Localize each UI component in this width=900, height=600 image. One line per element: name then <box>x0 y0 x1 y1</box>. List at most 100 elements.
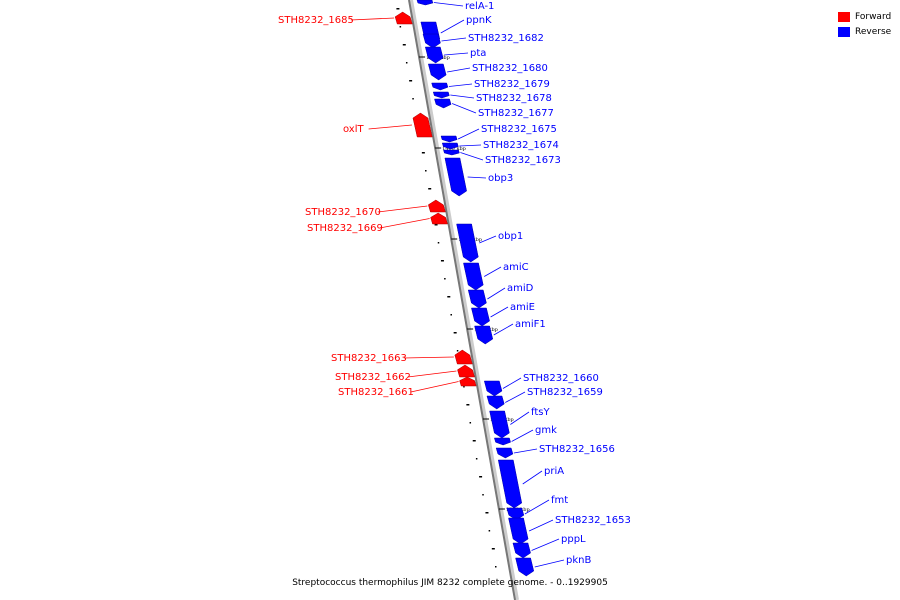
gene-sth8232-1670-forward[interactable] <box>428 199 446 213</box>
gene-rela-1-reverse[interactable] <box>416 0 434 6</box>
gene-label-gmk[interactable]: gmk <box>535 425 557 436</box>
gene-sth8232-1680-reverse[interactable] <box>427 63 447 81</box>
label-connector <box>350 17 395 21</box>
gene-sth8232-1682-reverse[interactable] <box>422 33 441 49</box>
genome-backbone <box>408 0 516 600</box>
gene-sth8232-1675-reverse[interactable] <box>440 135 458 143</box>
gene-label-pknb[interactable]: pknB <box>566 555 591 566</box>
gene-label-pria[interactable]: priA <box>544 466 564 477</box>
gene-label-sth8232-1678[interactable]: STH8232_1678 <box>476 93 552 104</box>
gene-amid-reverse[interactable] <box>467 289 487 309</box>
gene-label-sth8232-1677[interactable]: STH8232_1677 <box>478 108 554 119</box>
label-connector <box>451 103 477 114</box>
gene-sth8232-1685-forward[interactable] <box>394 11 413 25</box>
ruler-tick-label: 1400 kbp <box>442 146 466 152</box>
gene-fmt-reverse[interactable] <box>506 507 525 521</box>
gene-sth8232-1661-forward[interactable] <box>459 376 477 387</box>
gene-label-sth8232-1679[interactable]: STH8232_1679 <box>474 79 550 90</box>
scale-dot <box>409 80 413 82</box>
gene-amif1-reverse[interactable] <box>474 325 494 345</box>
gene-sth8232-1677-reverse[interactable] <box>434 98 452 109</box>
gene-label-sth8232-1660[interactable]: STH8232_1660 <box>523 373 599 384</box>
gene-pta-reverse[interactable] <box>424 46 444 64</box>
gene-pknb-reverse[interactable] <box>515 557 535 577</box>
gene-sth8232-1663-forward[interactable] <box>454 349 473 365</box>
gene-label-ppnk[interactable]: ppnK <box>466 15 492 26</box>
scale-dot <box>421 152 425 154</box>
gene-label-sth8232-1680[interactable]: STH8232_1680 <box>472 63 548 74</box>
label-connector <box>505 391 526 403</box>
legend-reverse: Reverse <box>838 24 891 39</box>
scale-dot <box>485 512 489 514</box>
gene-sth8232-1678-reverse[interactable] <box>432 91 450 99</box>
gene-gmk-reverse[interactable] <box>494 437 511 446</box>
gene-label-sth8232-1682[interactable]: STH8232_1682 <box>468 33 544 44</box>
gene-label-ftsy[interactable]: ftsY <box>531 407 550 418</box>
gene-label-sth8232-1653[interactable]: STH8232_1653 <box>555 515 631 526</box>
label-connector <box>522 470 543 485</box>
label-connector <box>484 266 502 277</box>
scale-dot <box>479 476 483 478</box>
gene-sth8232-1662-forward[interactable] <box>457 364 475 378</box>
gene-amie-reverse[interactable] <box>471 307 490 327</box>
gene-sth8232-1660-reverse[interactable] <box>483 380 503 397</box>
gene-sth8232-1653-reverse[interactable] <box>508 517 529 545</box>
label-connector <box>502 377 522 389</box>
gene-label-obp3[interactable]: obp3 <box>488 173 513 184</box>
gene-label-sth8232-1656[interactable]: STH8232_1656 <box>539 444 615 455</box>
gene-label-fmt[interactable]: fmt <box>551 495 568 506</box>
gene-label-sth8232-1685[interactable]: STH8232_1685 <box>278 15 354 26</box>
label-connector <box>493 323 514 336</box>
label-connector <box>490 306 509 318</box>
scale-dot <box>440 260 444 262</box>
gene-label-sth8232-1669[interactable]: STH8232_1669 <box>307 223 383 234</box>
gene-sth8232-1656-reverse[interactable] <box>495 447 514 459</box>
map-caption: Streptococcus thermophilus JIM 8232 comp… <box>292 578 608 588</box>
scale-dot <box>396 8 400 10</box>
gene-label-sth8232-1675[interactable]: STH8232_1675 <box>481 124 557 135</box>
gene-oxlt-forward[interactable] <box>412 112 433 138</box>
label-connector <box>479 235 497 244</box>
gene-obp3-reverse[interactable] <box>444 157 467 197</box>
gene-label-sth8232-1663[interactable]: STH8232_1663 <box>331 353 407 364</box>
gene-label-sth8232-1670[interactable]: STH8232_1670 <box>305 207 381 218</box>
legend: Forward Reverse <box>838 9 891 39</box>
scale-dot <box>494 566 497 568</box>
gene-label-amif1[interactable]: amiF1 <box>515 319 546 330</box>
gene-label-sth8232-1673[interactable]: STH8232_1673 <box>485 155 561 166</box>
gene-label-obp1[interactable]: obp1 <box>498 231 523 242</box>
label-connector <box>460 152 484 161</box>
gene-sth8232-1669-forward[interactable] <box>430 212 448 225</box>
gene-label-pta[interactable]: pta <box>470 48 486 59</box>
label-connector <box>441 37 467 42</box>
gene-pria-reverse[interactable] <box>497 459 523 509</box>
gene-label-sth8232-1662[interactable]: STH8232_1662 <box>335 372 411 383</box>
gene-amic-reverse[interactable] <box>463 262 484 291</box>
gene-label-rela-1[interactable]: relA-1 <box>465 1 494 12</box>
gene-label-oxlt[interactable]: oxlT <box>343 124 365 135</box>
scale-dot <box>412 98 414 100</box>
gene-sth8232-1673-reverse[interactable] <box>443 149 460 156</box>
scale-dot <box>466 404 470 406</box>
label-connector <box>377 205 428 213</box>
reverse-swatch <box>838 26 850 37</box>
gene-obp1-reverse[interactable] <box>456 223 479 263</box>
gene-label-sth8232-1674[interactable]: STH8232_1674 <box>483 140 559 151</box>
label-connector <box>459 144 482 147</box>
gene-pppl-reverse[interactable] <box>512 542 531 559</box>
gene-sth8232-1679-reverse[interactable] <box>431 82 449 91</box>
gene-ftsy-reverse[interactable] <box>489 410 510 439</box>
label-connector <box>410 381 459 393</box>
label-connector <box>510 411 530 425</box>
label-connector <box>487 287 506 300</box>
gene-label-amid[interactable]: amiD <box>507 283 534 294</box>
gene-sth8232-1674-reverse[interactable] <box>441 142 459 150</box>
scale-dot <box>450 314 452 316</box>
gene-sth8232-1659-reverse[interactable] <box>486 395 505 410</box>
gene-label-amie[interactable]: amiE <box>510 302 535 313</box>
gene-label-pppl[interactable]: pppL <box>561 534 586 545</box>
gene-label-sth8232-1659[interactable]: STH8232_1659 <box>527 387 603 398</box>
gene-label-sth8232-1661[interactable]: STH8232_1661 <box>338 387 414 398</box>
gene-label-amic[interactable]: amiC <box>503 262 529 273</box>
forward-swatch <box>838 11 850 22</box>
